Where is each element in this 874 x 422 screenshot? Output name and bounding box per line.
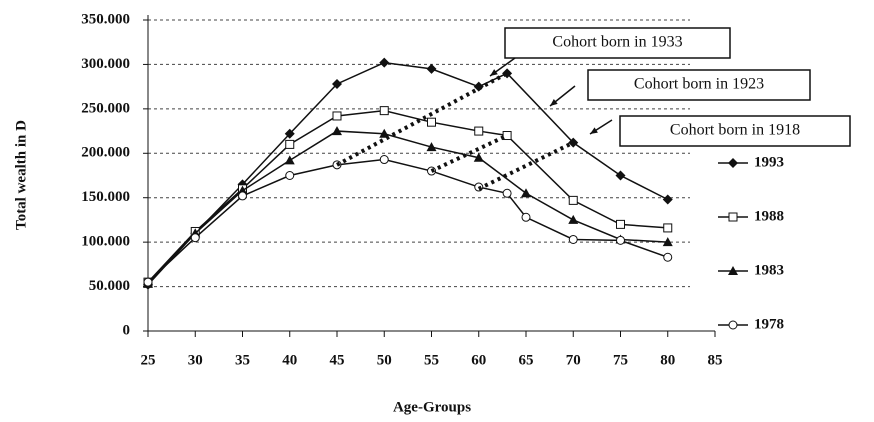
annotation-text: Cohort born in 1918 (670, 122, 800, 139)
marker (568, 234, 578, 244)
annotation-text: Cohort born in 1923 (634, 76, 764, 93)
series-line (147, 158, 669, 283)
legend-label: 1993 (754, 154, 784, 170)
marker (663, 223, 673, 233)
annotation-text: Cohort born in 1933 (552, 34, 682, 51)
x-tick-label: 50 (377, 352, 392, 368)
legend-label: 1988 (754, 208, 784, 224)
x-tick-label: 75 (613, 352, 628, 368)
arrow-head (490, 69, 498, 76)
marker (426, 142, 437, 152)
marker (474, 126, 484, 136)
marker (728, 212, 738, 222)
marker (284, 128, 295, 139)
y-tick-label: 300.000 (81, 56, 130, 72)
x-tick-label: 45 (330, 352, 345, 368)
marker (143, 277, 153, 287)
x-tick-label: 70 (566, 352, 581, 368)
legend-label: 1978 (754, 316, 784, 332)
marker (379, 155, 389, 165)
marker (379, 57, 390, 68)
marker (502, 188, 512, 198)
x-tick-label: 85 (708, 352, 723, 368)
y-tick-label: 0 (123, 322, 131, 338)
marker (238, 191, 247, 201)
annotation-box (504, 27, 731, 59)
y-tick-label: 350.000 (81, 11, 130, 27)
marker (426, 63, 437, 74)
y-tick-label: 200.000 (81, 145, 130, 161)
marker (285, 171, 295, 180)
x-tick-label: 60 (471, 352, 486, 368)
cohort-line (477, 140, 575, 191)
marker (728, 266, 738, 275)
marker (332, 126, 342, 136)
marker (332, 111, 342, 121)
marker (616, 219, 625, 229)
marker (379, 128, 390, 138)
y-tick-label: 50.000 (89, 278, 130, 294)
y-tick-label: 100.000 (81, 234, 130, 250)
marker (728, 158, 738, 168)
marker (521, 188, 531, 198)
y-tick-label: 150.000 (81, 189, 130, 205)
marker (427, 117, 436, 127)
series-line (147, 130, 668, 285)
marker (662, 237, 673, 247)
marker (728, 320, 738, 330)
x-tick-label: 80 (660, 352, 675, 368)
marker (568, 214, 579, 224)
x-tick-label: 65 (519, 352, 534, 368)
x-tick-label: 25 (141, 352, 156, 368)
legend-label: 1983 (754, 262, 784, 278)
annotation-box (587, 69, 811, 101)
x-tick-label: 40 (282, 352, 297, 368)
y-axis-label: Total wealth in D (13, 120, 29, 230)
marker (568, 195, 578, 205)
marker (662, 194, 673, 205)
marker (663, 252, 673, 262)
x-tick-label: 55 (424, 352, 439, 368)
x-tick-label: 30 (188, 352, 203, 368)
marker (616, 235, 625, 245)
marker (190, 233, 200, 243)
series-line (147, 109, 668, 283)
arrow-head (550, 98, 558, 106)
marker (615, 170, 626, 181)
x-tick-label: 35 (235, 352, 250, 368)
marker (473, 152, 484, 162)
arrow-head (590, 127, 598, 134)
marker (379, 106, 389, 116)
y-tick-label: 250.000 (81, 100, 130, 116)
x-axis-label: Age-Groups (393, 399, 471, 415)
marker (285, 139, 295, 149)
marker (332, 78, 342, 89)
series-line (147, 61, 669, 286)
marker (521, 212, 531, 222)
marker (284, 155, 295, 165)
annotation-box (619, 115, 851, 147)
